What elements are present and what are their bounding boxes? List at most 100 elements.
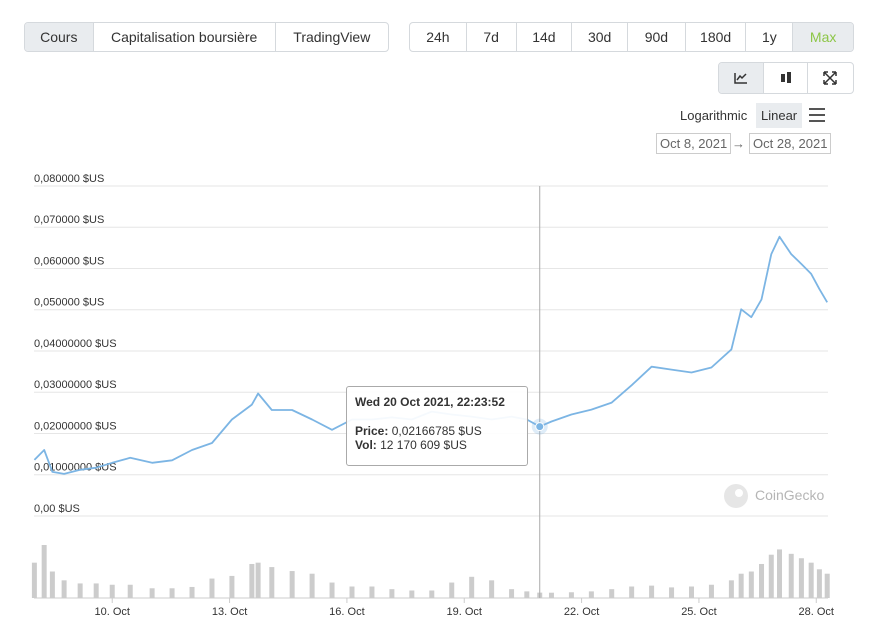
range-button[interactable]: 14d [517,23,573,51]
volume-bar [816,569,822,598]
range-button[interactable]: 180d [686,23,747,51]
x-tick-label: 13. Oct [212,606,247,618]
candle-chart-button[interactable] [764,63,808,93]
volume-bar [776,549,782,598]
date-arrow: → [732,136,745,151]
range-button[interactable]: 7d [467,23,517,51]
volume-bar [788,553,794,598]
volume-bar [808,562,814,598]
tab[interactable]: Capitalisation boursière [94,23,276,51]
volume-bar [568,592,574,598]
x-tick-label: 16. Oct [329,606,364,618]
range-button[interactable]: 30d [572,23,629,51]
volume-bar [109,584,115,598]
x-tick-label: 28. Oct [799,606,834,618]
tooltip-value: 12 170 609 $US [380,438,467,452]
watermark-logo [724,484,748,508]
volume-bar [629,586,635,598]
y-tick-label: 0,070000 $US [34,214,104,226]
volume-bar [229,575,235,598]
scale-option[interactable]: Linear [756,103,803,128]
volume-bar [61,580,67,598]
tooltip-value: 0,02166785 $US [391,424,482,438]
scale-option[interactable]: Logarithmic [680,108,748,123]
fullscreen-button[interactable] [808,63,853,93]
volume-bar [309,573,315,598]
volume-bar [489,580,495,598]
volume-bar [708,584,714,598]
volume-bar [409,590,415,598]
volume-bar [768,554,774,598]
y-tick-label: 0,03000000 $US [34,379,117,391]
tab[interactable]: Cours [25,23,94,51]
volume-bar [748,571,754,598]
tab[interactable]: TradingView [293,29,371,45]
candle-icon [780,72,791,83]
volume-bar [389,589,395,598]
volume-bar [588,591,594,598]
range-group: 24h 7d 14d 30d 90d 180d 1y Max [409,22,854,52]
y-tick-label: 0,060000 $US [34,255,104,267]
volume-bar [798,558,804,598]
x-tick-label: 22. Oct [564,606,599,618]
volume-bar [669,587,675,598]
volume-bar [49,571,55,598]
y-tick-label: 0,080000 $US [34,173,104,185]
volume-bar [77,583,83,598]
range-button[interactable]: 24h [410,23,467,51]
volume-bar [609,589,615,598]
tooltip: Wed 20 Oct 2021, 22:23:52 Price: 0,02166… [346,386,528,466]
volume-bar [169,588,175,598]
volume-bar [127,584,133,598]
range-button[interactable]: 1y [746,23,794,51]
y-tick-label: 0,02000000 $US [34,420,117,432]
volume-bar [524,591,530,598]
volume-bar [688,586,694,598]
x-tick-label: 19. Oct [447,606,482,618]
volume-bar [269,567,275,598]
volume-bar [255,562,261,598]
watermark: CoinGecko [755,487,825,503]
expand-icon [823,71,838,85]
volume-bar [824,573,830,598]
x-tick-label: 10. Oct [94,606,129,618]
y-tick-label: 0,04000000 $US [34,338,117,350]
volume-bar [369,586,375,598]
volume-bar [649,585,655,598]
tooltip-title: Wed 20 Oct 2021, 22:23:52 [355,395,505,409]
range-button[interactable]: 90d [628,23,686,51]
hover-marker [535,422,545,432]
y-tick-label: 0,01000000 $US [34,462,117,474]
volume-bar [289,571,295,598]
volume-bar [509,589,515,598]
volume-bar [93,583,99,598]
tooltip-key: Vol: [355,438,377,452]
volume-bar [41,545,47,598]
volume-bar [209,578,215,598]
volume-bar [329,582,335,598]
volume-bar [469,576,475,598]
volume-bar [449,582,455,598]
line-icon [734,73,748,84]
volume-bar [349,586,355,598]
x-tick-label: 25. Oct [681,606,716,618]
line-chart-button[interactable] [719,63,765,93]
volume-bar [738,573,744,598]
date-from[interactable]: Oct 8, 2021 [656,133,732,154]
volume-bar [149,588,155,598]
volume-bar [728,580,734,598]
y-tick-label: 0,050000 $US [34,297,104,309]
tab-group: Cours Capitalisation boursière TradingVi… [24,22,389,52]
volume-bar [759,563,765,598]
volume-bar [31,562,37,598]
range-button[interactable]: Max [793,23,853,51]
volume-bar [249,563,255,598]
menu-icon[interactable] [809,108,825,122]
chart-type-group [718,62,854,94]
volume-bar [429,590,435,598]
volume-bar [189,586,195,598]
date-to[interactable]: Oct 28, 2021 [749,133,832,154]
y-tick-label: 0,00 $US [34,503,80,515]
